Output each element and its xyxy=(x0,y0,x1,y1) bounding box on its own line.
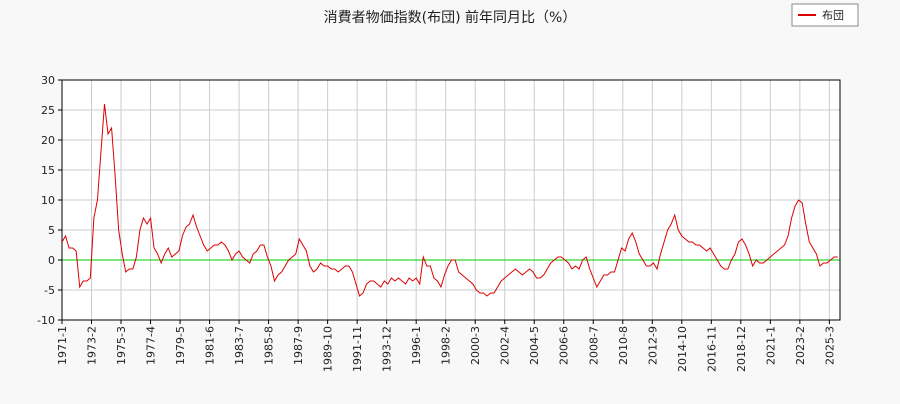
x-tick-label: 2008-7 xyxy=(587,326,600,365)
x-tick-label: 1987-9 xyxy=(292,326,305,365)
x-tick-label: 1973-2 xyxy=(86,326,99,365)
x-tick-label: 1996-1 xyxy=(410,326,423,365)
x-tick-label: 1975-3 xyxy=(115,326,128,365)
legend-label: 布団 xyxy=(822,9,844,22)
x-tick-label: 2010-8 xyxy=(617,326,630,365)
x-tick-label: 2002-4 xyxy=(499,326,512,365)
x-tick-label: 2023-2 xyxy=(794,326,807,365)
y-tick-label: -10 xyxy=(37,314,55,327)
x-tick-label: 1977-4 xyxy=(145,326,158,365)
y-tick-label: 20 xyxy=(41,134,55,147)
x-tick-label: 2004-5 xyxy=(528,326,541,365)
x-tick-label: 1991-11 xyxy=(351,326,364,372)
x-tick-label: 1979-5 xyxy=(174,326,187,365)
x-tick-label: 1998-2 xyxy=(440,326,453,365)
x-tick-label: 2012-9 xyxy=(646,326,659,365)
x-tick-label: 2016-11 xyxy=(705,326,718,372)
x-tick-label: 1989-10 xyxy=(322,326,335,372)
axes-frame xyxy=(61,79,841,321)
legend-box xyxy=(791,3,859,27)
x-tick-label: 2018-12 xyxy=(735,326,748,372)
x-tick-label: 2021-1 xyxy=(764,326,777,365)
x-tick-label: 1985-8 xyxy=(263,326,276,365)
x-tick-label: 1993-12 xyxy=(381,326,394,372)
y-tick-label: 25 xyxy=(41,104,55,117)
series-line xyxy=(61,103,838,297)
x-tick-label: 2025-3 xyxy=(823,326,836,365)
x-tick-label: 2000-3 xyxy=(469,326,482,365)
x-tick-label: 2014-10 xyxy=(676,326,689,372)
x-tick-label: 1981-6 xyxy=(204,326,217,365)
y-tick-label: 15 xyxy=(41,164,55,177)
y-tick-label: 0 xyxy=(48,254,55,267)
x-tick-label: 1971-1 xyxy=(56,326,69,365)
x-tick-label: 1983-7 xyxy=(233,326,246,365)
x-tick-label: 2006-6 xyxy=(558,326,571,365)
chart-title: 消費者物価指数(布団) 前年同月比（%） xyxy=(324,9,577,26)
y-tick-label: 5 xyxy=(48,224,55,237)
y-tick-label: 30 xyxy=(41,74,55,87)
y-tick-label: -5 xyxy=(44,284,55,297)
y-tick-label: 10 xyxy=(41,194,55,207)
